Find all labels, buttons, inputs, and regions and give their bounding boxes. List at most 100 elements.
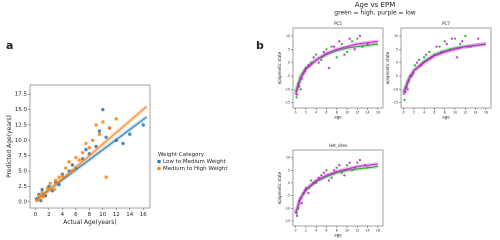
point: [104, 135, 108, 139]
x-tick-label: 16: [376, 111, 380, 115]
x-tick-label: 2: [47, 212, 51, 218]
x-tick-label: 14: [474, 111, 478, 115]
point: [64, 166, 68, 170]
y-tick-label: 2.5: [18, 184, 27, 190]
point: [74, 155, 78, 160]
point: [299, 88, 302, 91]
legend-label: Low to Medium Weight: [163, 159, 227, 165]
y-tick-label: -5: [287, 194, 290, 198]
legend-title: Weight Category: [158, 152, 205, 158]
point: [425, 53, 428, 56]
point: [453, 37, 457, 40]
y-tick-label: -10: [393, 87, 398, 91]
point: [327, 66, 331, 70]
x-tick-label: 0: [34, 212, 38, 218]
figure-title: Age vs EPM: [355, 1, 395, 9]
y-tick-label: 0: [288, 181, 290, 185]
y-axis-label: epigenetic state: [277, 171, 282, 204]
point: [343, 174, 346, 177]
point: [97, 132, 102, 136]
point: [87, 146, 92, 150]
point: [415, 61, 419, 64]
y-tick-label: 15.0: [15, 107, 28, 113]
point: [455, 56, 459, 59]
point: [428, 50, 431, 54]
point: [338, 164, 341, 167]
x-tick-label: 16: [140, 212, 147, 218]
point: [332, 45, 336, 48]
y-tick-label: 10.0: [15, 138, 28, 144]
point: [128, 132, 132, 136]
x-tick-label: 8: [336, 229, 338, 233]
y-axis-label: epigenetic state: [385, 51, 390, 84]
point: [67, 160, 71, 164]
fit-line: [35, 106, 147, 203]
legend-marker: [157, 159, 161, 164]
x-tick-label: 6: [433, 111, 435, 115]
panel-label: b: [256, 39, 264, 52]
point: [80, 150, 85, 155]
x-axis-label: age: [334, 232, 342, 237]
point: [330, 176, 333, 180]
point: [450, 37, 454, 40]
x-tick-label: 14: [366, 229, 370, 233]
y-tick-label: 10: [286, 34, 290, 38]
point: [325, 169, 328, 172]
y-tick-label: -10: [285, 87, 290, 91]
point: [476, 37, 480, 40]
point: [417, 58, 421, 62]
subplot-title: PC7: [442, 21, 450, 26]
point: [461, 40, 464, 43]
fit-line: [403, 43, 486, 95]
point: [40, 187, 44, 192]
point: [320, 58, 323, 62]
point: [438, 45, 441, 48]
point: [57, 182, 61, 187]
y-tick-label: 10: [286, 156, 290, 160]
point: [358, 34, 362, 38]
point: [295, 214, 299, 218]
fit-line: [295, 40, 378, 95]
point: [94, 144, 98, 149]
y-tick-label: -15: [285, 219, 290, 223]
point: [327, 179, 331, 182]
point: [37, 194, 42, 198]
x-tick-label: 6: [74, 212, 78, 218]
point: [314, 53, 318, 56]
x-tick-label: 10: [453, 111, 457, 115]
point: [77, 158, 81, 162]
point: [60, 174, 65, 178]
y-tick-label: 5.0: [18, 169, 27, 175]
point: [295, 96, 298, 99]
point: [356, 161, 359, 164]
point: [141, 123, 145, 127]
y-tick-label: -5: [287, 74, 290, 78]
point: [403, 98, 406, 102]
point: [52, 187, 56, 192]
point: [80, 157, 85, 161]
x-tick-label: 0: [295, 111, 297, 115]
point: [413, 64, 417, 67]
point: [320, 174, 323, 177]
point: [84, 147, 88, 152]
point: [309, 179, 313, 182]
point: [443, 40, 446, 43]
fit-line: [295, 43, 378, 93]
point: [406, 88, 409, 91]
point: [458, 42, 462, 46]
x-tick-label: 14: [366, 111, 370, 115]
subplot-title: Het_sites: [329, 143, 347, 148]
plot-area: [400, 27, 492, 109]
point: [435, 45, 438, 48]
point: [114, 117, 118, 121]
x-tick-label: 6: [325, 111, 327, 115]
point: [307, 191, 310, 195]
fit-line: [295, 163, 378, 214]
y-tick-label: -10: [285, 206, 290, 210]
x-tick-label: 14: [126, 212, 133, 218]
x-tick-label: 4: [315, 229, 317, 233]
point: [317, 61, 320, 64]
point: [57, 175, 61, 179]
figure-subtitle: green = high, purple = low: [334, 10, 415, 17]
